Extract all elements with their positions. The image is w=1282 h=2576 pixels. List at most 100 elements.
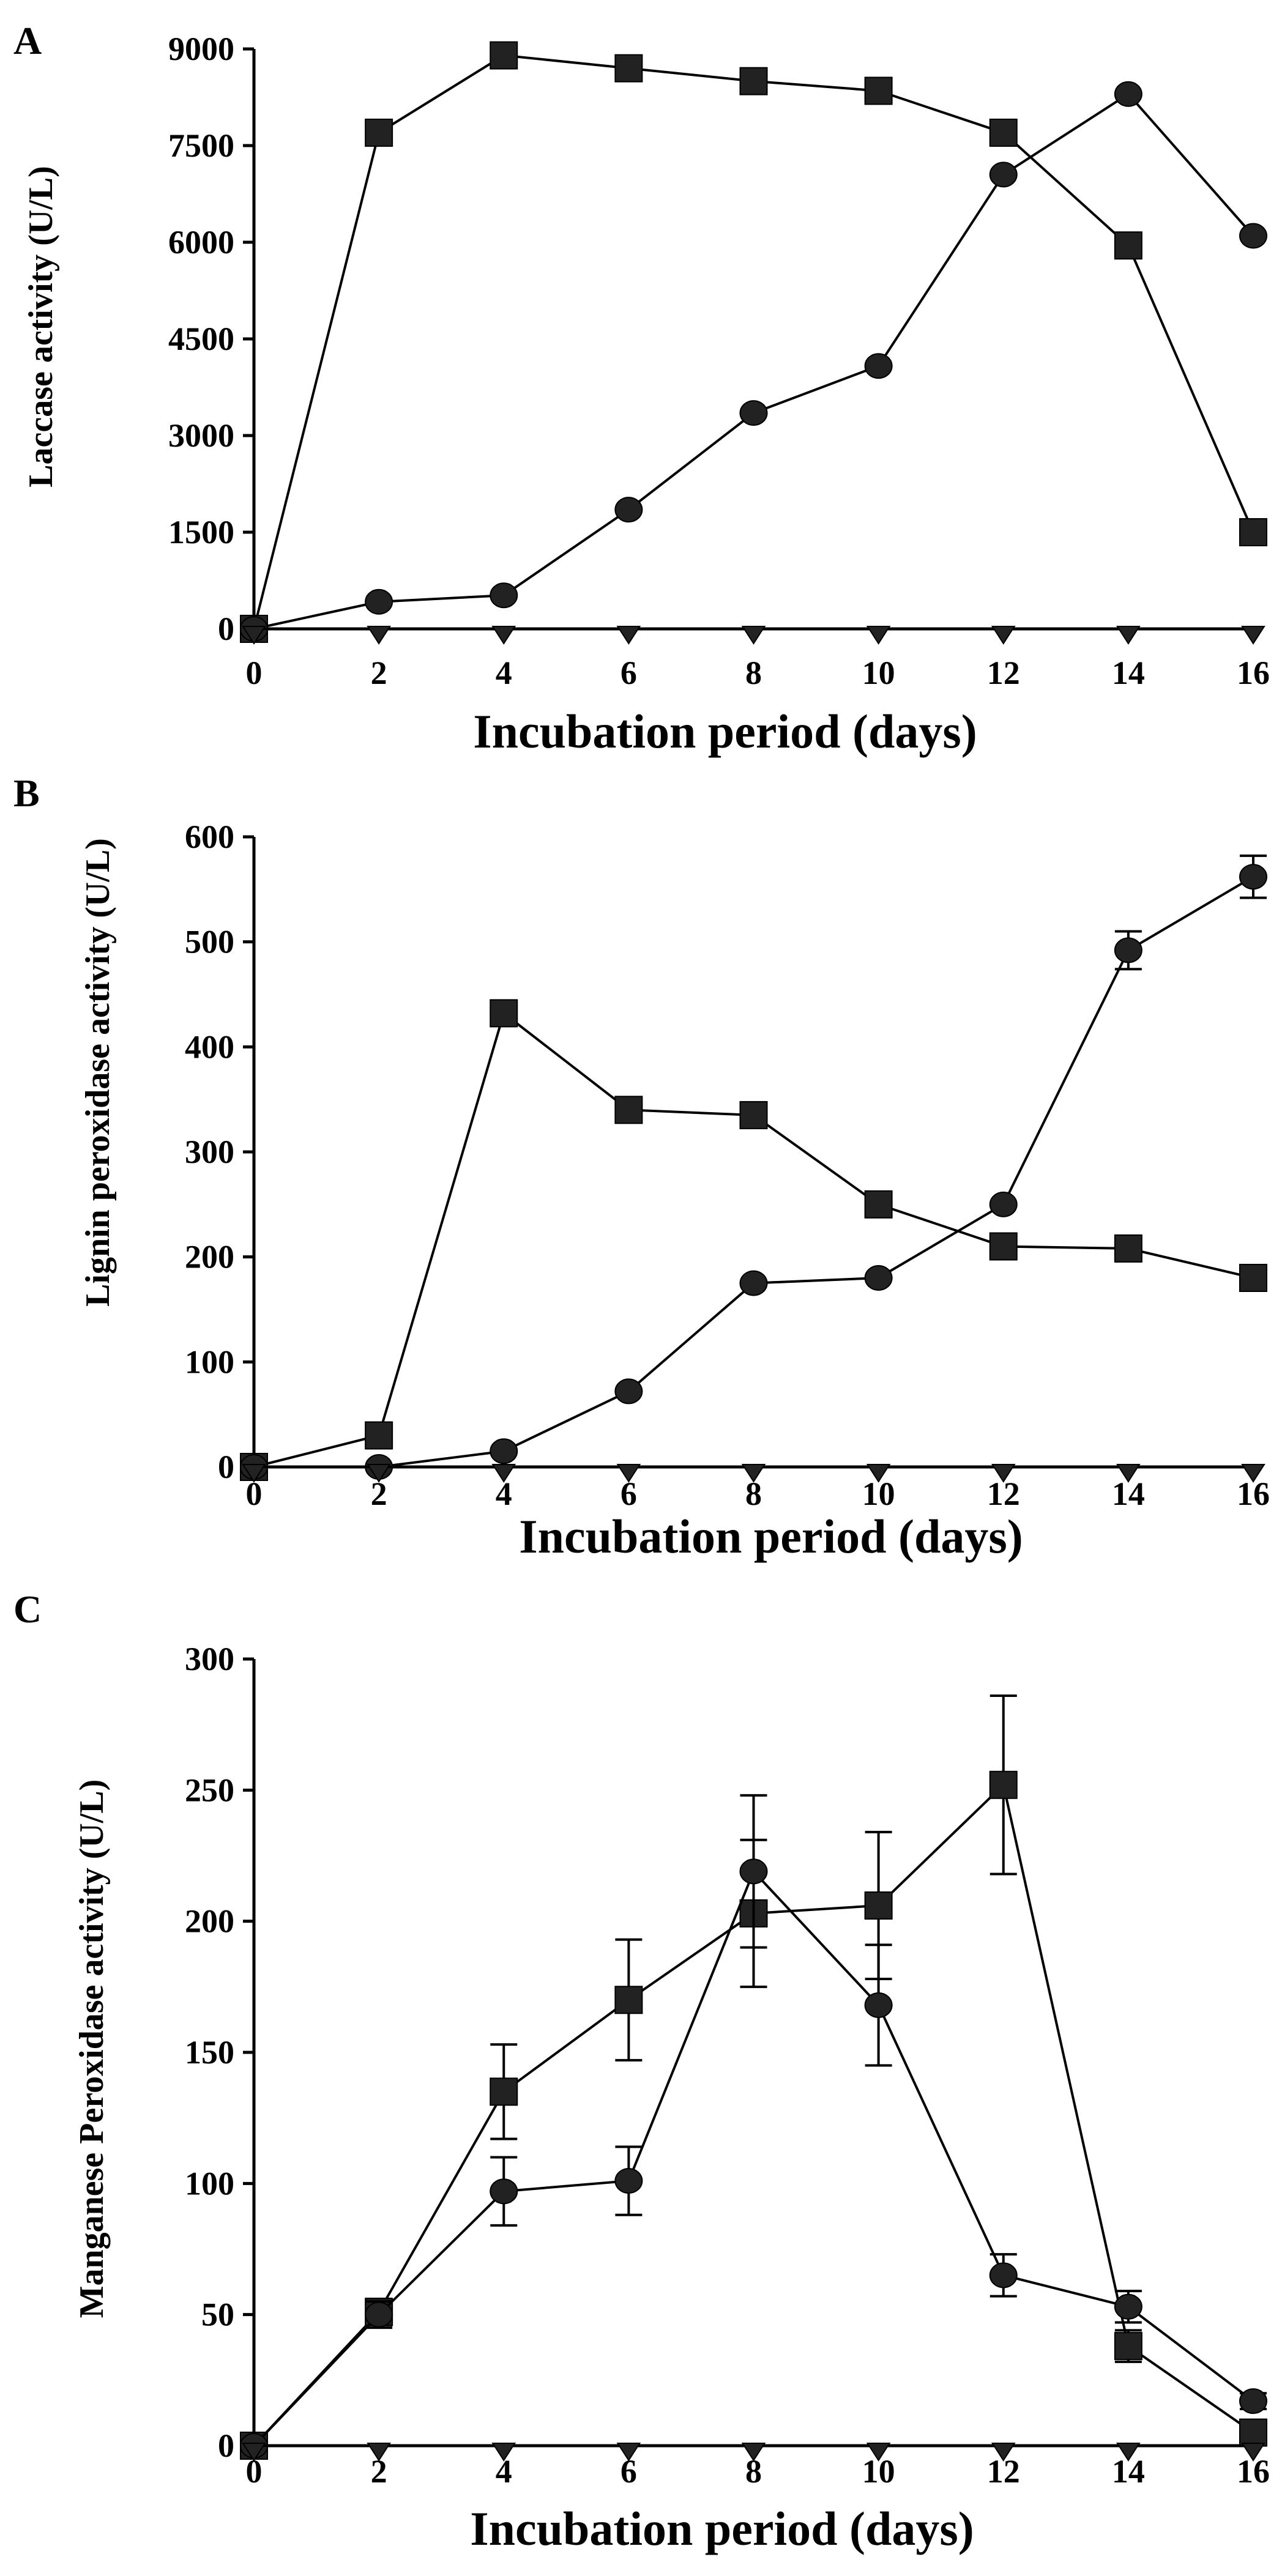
panel-b-series-triangle-marker bbox=[1241, 1464, 1265, 1483]
panel-a-series-triangle-marker bbox=[1241, 626, 1265, 645]
panel-a-series-triangle-marker bbox=[242, 626, 266, 645]
panel-c-series-square-marker bbox=[1114, 2332, 1142, 2361]
panel-a-series-square-marker bbox=[365, 118, 393, 147]
panel-a-series-triangle-marker bbox=[367, 626, 391, 645]
panel-a-y-axis-title: Laccase activity (U/L) bbox=[22, 166, 60, 488]
panel-a-series-triangle-marker bbox=[616, 626, 641, 645]
panel-c-series-circle-marker bbox=[1114, 2293, 1142, 2320]
panel-a-series-triangle-marker bbox=[741, 626, 766, 645]
panel-a-series-circle-marker bbox=[864, 353, 893, 379]
panel-b-series-circle-marker bbox=[739, 1270, 768, 1296]
panel-b-series-circle-marker bbox=[614, 1378, 643, 1405]
panel-a-series-circle-marker bbox=[989, 161, 1018, 188]
panel-c-y-tick-label: 50 bbox=[201, 2296, 234, 2333]
panel-a-series-circle-marker bbox=[1239, 223, 1267, 249]
panel-a-y-tick-label: 1500 bbox=[168, 514, 234, 551]
panel-a-y-tick-label: 3000 bbox=[168, 417, 234, 454]
panel-c-series-square-marker bbox=[614, 1986, 643, 2014]
panel-b-y-axis-title: Lignin peroxidase activity (U/L) bbox=[79, 838, 117, 1307]
panel-c-series-circle-marker bbox=[739, 1858, 768, 1885]
panel-c-series-triangle-marker bbox=[741, 2443, 766, 2462]
panel-b-series-triangle-marker bbox=[991, 1464, 1016, 1483]
panel-c-series-circle-marker bbox=[989, 2262, 1018, 2288]
panel-c-series-circle-marker bbox=[365, 2301, 393, 2328]
panel-c-x-axis-title: Incubation period (days) bbox=[470, 2502, 974, 2555]
panel-b-series-square-marker bbox=[1239, 1264, 1267, 1292]
panel-a-series-square-marker bbox=[1114, 231, 1142, 260]
panel-c-series-triangle-marker bbox=[367, 2443, 391, 2462]
panel-c-series-circle-marker bbox=[614, 2168, 643, 2194]
panel-b-plot bbox=[240, 854, 1267, 1483]
panel-c-series-triangle-marker bbox=[616, 2443, 641, 2462]
panel-b-y-tick-label: 400 bbox=[185, 1028, 234, 1065]
panel-b-x-axis-title: Incubation period (days) bbox=[519, 1510, 1023, 1563]
panel-b-y-tick-label: 0 bbox=[218, 1449, 234, 1485]
panel-a-series-circle-marker bbox=[739, 400, 768, 426]
panel-c-series-square-marker bbox=[864, 1891, 893, 1920]
panel-b-series-circle-marker bbox=[1114, 937, 1142, 963]
panel-c-series-triangle-marker bbox=[991, 2443, 1016, 2462]
panel-a-series-triangle-marker bbox=[991, 626, 1016, 645]
panel-a-series-triangle-marker bbox=[491, 626, 516, 645]
panel-b-letter: B bbox=[13, 771, 40, 815]
panel-a-series-circle-marker bbox=[1114, 81, 1142, 107]
panel-b-series-circle-marker bbox=[864, 1265, 893, 1291]
panel-c-y-tick-label: 250 bbox=[185, 1772, 234, 1808]
panel-b-y-tick-label: 100 bbox=[185, 1343, 234, 1380]
panel-b-series-circle-marker bbox=[490, 1438, 518, 1464]
panel-c-series-triangle-marker bbox=[242, 2443, 266, 2462]
panel-c-series-square-marker bbox=[989, 1770, 1018, 1799]
panel-b-series-triangle-marker bbox=[242, 1464, 266, 1483]
panel-b-series-triangle-marker bbox=[1116, 1464, 1141, 1483]
panel-b-series-triangle-marker bbox=[367, 1464, 391, 1483]
panel-b-series-square-marker bbox=[1114, 1234, 1142, 1263]
panel-a-series-square-marker bbox=[864, 76, 893, 105]
panel-b-series-triangle-marker bbox=[616, 1464, 641, 1483]
panel-a: A Laccase activity (U/L) Incubation peri… bbox=[13, 19, 1270, 758]
panel-b-y-tick-label: 200 bbox=[185, 1239, 234, 1275]
panel-a-series-circle-marker bbox=[365, 588, 393, 615]
panel-c: C Manganese Peroxidase activity (U/L) In… bbox=[13, 1587, 1270, 2555]
panel-b: B Lignin peroxidase activity (U/L) Incub… bbox=[13, 771, 1270, 1563]
panel-a-series-circle-marker bbox=[490, 582, 518, 609]
panel-b-series-square-marker bbox=[365, 1421, 393, 1450]
panel-a-x-tick-label: 10 bbox=[862, 655, 895, 691]
panel-a-series-circle-marker bbox=[614, 497, 643, 523]
panel-c-y-tick-label: 0 bbox=[218, 2427, 234, 2464]
panel-a-x-tick-label: 4 bbox=[496, 655, 512, 691]
panel-a-series-square-marker bbox=[490, 41, 518, 70]
panel-b-y-tick-label: 300 bbox=[185, 1134, 234, 1170]
panel-b-series-square-marker bbox=[864, 1190, 893, 1219]
panel-c-series-triangle-marker bbox=[1116, 2443, 1141, 2462]
panel-c-series-circle-marker bbox=[490, 2178, 518, 2205]
panel-c-series-triangle-marker bbox=[1241, 2443, 1265, 2462]
panel-a-x-tick-label: 8 bbox=[745, 655, 762, 691]
panel-b-series-square-marker bbox=[490, 999, 518, 1028]
panel-a-y-tick-label: 0 bbox=[218, 611, 234, 647]
panel-a-x-tick-label: 2 bbox=[371, 655, 387, 691]
panel-a-x-tick-label: 0 bbox=[246, 655, 263, 691]
panel-a-y-tick-label: 9000 bbox=[168, 31, 234, 67]
panel-c-series-circle-marker bbox=[1239, 2388, 1267, 2415]
panel-a-x-tick-label: 12 bbox=[987, 655, 1020, 691]
panel-c-series-triangle-marker bbox=[491, 2443, 516, 2462]
panel-b-series-square-marker bbox=[989, 1232, 1018, 1261]
panel-c-series-square-marker bbox=[490, 2077, 518, 2106]
panel-a-y-tick-label: 4500 bbox=[168, 321, 234, 357]
panel-b-y-tick-label: 600 bbox=[185, 818, 234, 855]
panel-a-x-tick-label: 16 bbox=[1237, 655, 1270, 691]
panel-a-x-axis-title: Incubation period (days) bbox=[473, 705, 977, 758]
panel-a-series-square-marker bbox=[989, 118, 1018, 147]
panel-b-y-tick-label: 500 bbox=[185, 924, 234, 960]
panel-a-letter: A bbox=[13, 19, 42, 62]
panel-c-y-tick-label: 200 bbox=[185, 1903, 234, 1940]
panel-a-series-triangle-marker bbox=[866, 626, 891, 645]
panel-c-series-triangle-marker bbox=[866, 2443, 891, 2462]
panel-a-x-tick-label: 6 bbox=[621, 655, 637, 691]
panel-b-series-circle-marker bbox=[989, 1191, 1018, 1217]
panel-a-y-tick-label: 6000 bbox=[168, 224, 234, 261]
panel-c-y-tick-label: 150 bbox=[185, 2034, 234, 2071]
panel-a-series-square-marker bbox=[614, 54, 643, 83]
panel-b-series-circle-marker bbox=[1239, 864, 1267, 890]
